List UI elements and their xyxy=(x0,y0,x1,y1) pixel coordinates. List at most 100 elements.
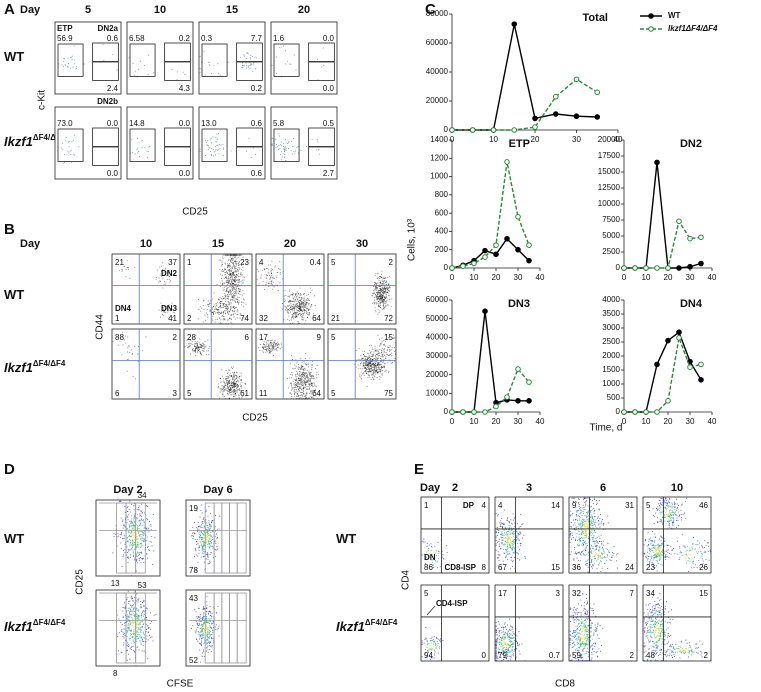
event-dot xyxy=(381,270,383,272)
event-dot xyxy=(194,349,196,351)
event-dot xyxy=(141,637,143,639)
event-dot xyxy=(394,358,396,359)
event-dot xyxy=(197,346,199,347)
event-dot xyxy=(195,355,197,356)
event-dot xyxy=(236,275,238,277)
event-dot xyxy=(213,627,214,628)
event-dot xyxy=(298,308,300,309)
event-dot xyxy=(136,641,138,642)
event-dot xyxy=(362,363,364,365)
event-dot xyxy=(222,271,224,272)
event-dot xyxy=(226,280,227,282)
event-dot xyxy=(254,56,256,58)
event-dot xyxy=(143,633,144,635)
event-dot xyxy=(381,366,382,367)
event-dot xyxy=(207,556,209,558)
event-dot xyxy=(134,629,136,631)
event-dot xyxy=(223,269,225,271)
event-dot xyxy=(127,518,129,520)
event-dot xyxy=(226,307,228,309)
event-dot xyxy=(141,650,143,652)
event-dot xyxy=(227,297,229,299)
event-dot xyxy=(446,552,448,553)
event-dot xyxy=(238,288,239,289)
event-dot xyxy=(215,149,217,151)
event-dot xyxy=(311,378,313,379)
event-dot xyxy=(231,266,233,268)
event-dot xyxy=(216,304,217,306)
event-dot xyxy=(386,287,387,288)
event-dot xyxy=(379,344,381,346)
event-dot xyxy=(302,304,304,306)
event-dot xyxy=(300,305,302,307)
event-dot xyxy=(141,611,143,613)
event-dot xyxy=(206,607,208,609)
event-dot xyxy=(303,393,304,394)
event-dot xyxy=(134,616,136,617)
event-dot xyxy=(230,275,232,277)
event-dot xyxy=(113,533,115,535)
event-dot xyxy=(373,367,375,369)
event-dot xyxy=(299,294,301,296)
event-dot xyxy=(131,635,133,637)
event-dot xyxy=(209,632,211,634)
event-dot xyxy=(297,145,299,147)
event-dot xyxy=(234,300,235,302)
event-dot xyxy=(225,376,227,377)
event-dot xyxy=(438,551,440,552)
event-dot xyxy=(239,390,241,391)
event-dot xyxy=(230,273,231,275)
event-dot xyxy=(293,138,294,139)
event-dot xyxy=(287,309,289,311)
event-dot xyxy=(381,348,383,350)
event-dot xyxy=(269,278,271,280)
event-dot xyxy=(384,288,386,290)
event-dot xyxy=(131,622,133,624)
event-dot xyxy=(305,382,306,383)
event-dot xyxy=(302,376,304,377)
event-dot xyxy=(390,349,392,351)
event-dot xyxy=(206,642,208,643)
event-dot xyxy=(296,381,298,383)
event-dot xyxy=(131,525,133,527)
event-dot xyxy=(123,642,125,644)
event-dot xyxy=(234,256,235,258)
event-dot xyxy=(201,619,203,621)
event-dot xyxy=(384,369,386,371)
event-dot xyxy=(307,302,309,304)
event-dot xyxy=(437,541,439,543)
event-dot xyxy=(233,306,235,308)
event-dot xyxy=(208,529,210,531)
event-dot xyxy=(358,367,360,369)
event-dot xyxy=(298,395,299,396)
event-dot xyxy=(304,374,306,376)
event-dot xyxy=(197,607,199,609)
event-dot xyxy=(374,307,376,309)
event-dot xyxy=(382,356,384,358)
event-dot xyxy=(70,67,72,69)
percentage: 5 xyxy=(331,258,336,267)
event-dot xyxy=(137,599,139,601)
event-dot xyxy=(238,281,240,283)
percentage: 28 xyxy=(187,333,196,342)
event-dot xyxy=(150,628,152,630)
event-dot xyxy=(298,366,299,368)
event-dot xyxy=(232,378,233,380)
event-dot xyxy=(234,284,235,285)
event-dot xyxy=(368,365,370,367)
event-dot xyxy=(370,379,372,380)
event-dot xyxy=(364,362,365,364)
event-dot xyxy=(385,334,387,335)
event-dot xyxy=(264,338,266,340)
event-dot xyxy=(371,365,373,367)
event-dot xyxy=(302,374,304,376)
event-dot xyxy=(246,51,248,53)
event-dot xyxy=(311,375,313,376)
event-dot xyxy=(225,383,227,385)
event-dot xyxy=(134,70,136,72)
event-dot xyxy=(289,299,291,301)
event-dot xyxy=(228,296,229,298)
event-dot xyxy=(74,154,75,156)
event-dot xyxy=(206,627,208,629)
event-dot xyxy=(192,350,194,352)
